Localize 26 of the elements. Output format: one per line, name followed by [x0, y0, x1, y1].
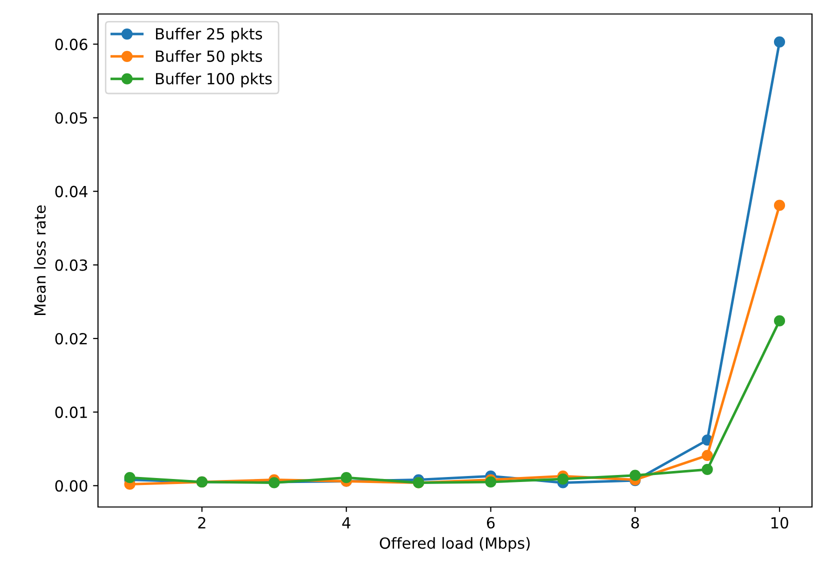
legend-label: Buffer 50 pkts — [156, 50, 262, 65]
legend-label: Buffer 25 pkts — [156, 28, 262, 43]
point — [485, 476, 496, 488]
point — [702, 450, 713, 462]
y-tick-label: 0.02 — [55, 332, 87, 345]
y-tick-label: 0.04 — [55, 186, 88, 198]
x-tick-label: 2 — [198, 516, 206, 528]
point — [774, 315, 786, 326]
x-tick-label: 10 — [771, 516, 788, 529]
x-tick-label: 4 — [342, 517, 350, 528]
x-tick-label: 8 — [631, 516, 639, 529]
legend-label: Buffer 100 pkts — [156, 72, 272, 88]
y-tick-label: 0.01 — [55, 406, 87, 418]
y-axis-title: Mean loss rate — [34, 205, 46, 315]
y-tick-label: 0.06 — [55, 38, 88, 50]
point — [702, 464, 713, 476]
point — [340, 472, 352, 484]
y-tick-label: 0.00 — [55, 480, 88, 492]
y-tick-label: 0.05 — [55, 112, 87, 124]
point — [774, 200, 786, 211]
point — [630, 470, 641, 481]
point — [774, 36, 786, 48]
x-axis-title: Offered load (Mbps) — [380, 537, 530, 552]
point — [557, 473, 568, 485]
y-tick-label: 0.03 — [55, 259, 88, 271]
x-tick-label: 6 — [486, 516, 495, 529]
